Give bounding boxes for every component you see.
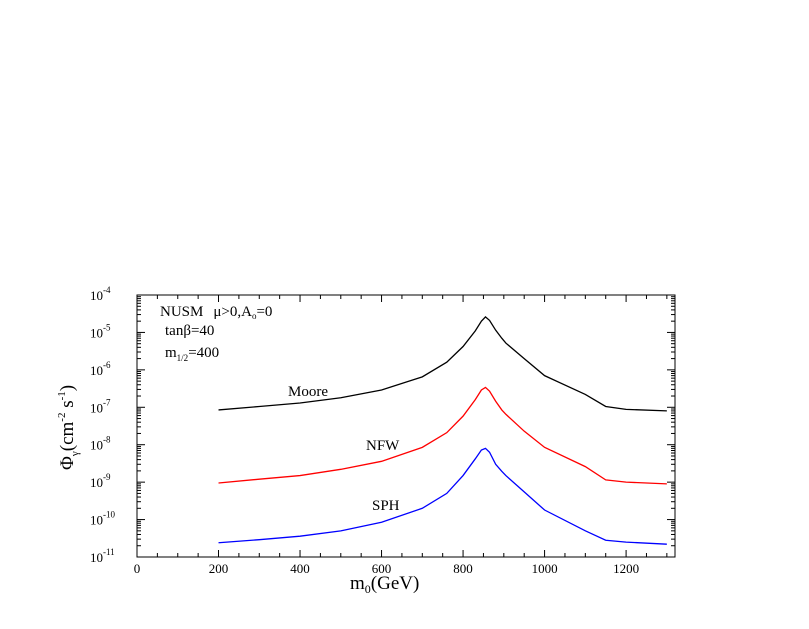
x-tick-label: 600: [372, 561, 392, 576]
x-tick-label: 1200: [613, 561, 639, 576]
x-tick-label: 1000: [532, 561, 558, 576]
series-line-nfw: [218, 386, 667, 485]
x-tick-label: 200: [209, 561, 229, 576]
series-line-sph: [218, 447, 667, 545]
y-tick-label: 10-4: [90, 285, 111, 303]
y-tick-label: 10-7: [90, 397, 111, 415]
y-tick-label: 10-9: [90, 472, 111, 490]
y-tick-label: 10-11: [90, 547, 115, 565]
axis-ticks: [136, 294, 675, 558]
series-label-moore: Moore: [288, 384, 328, 400]
x-tick-label: 0: [134, 561, 141, 576]
y-tick-labels: 10-11 10-10 10-9 10-8 10-7 10-6 10-5 10-4: [90, 285, 115, 565]
annotation-model-conditions: NUSM μ>0,Ao=0: [160, 304, 272, 321]
series-label-nfw: NFW: [366, 438, 400, 454]
y-tick-label: 10-8: [90, 435, 111, 453]
plot-frame: [136, 294, 676, 558]
x-axis-title: m0(GeV): [350, 573, 419, 596]
series-line-moore: [218, 316, 667, 412]
annotation-tanbeta: tanβ=40: [165, 323, 214, 339]
x-tick-labels: 0 200 400 600 800 1000 1200: [134, 561, 639, 576]
y-tick-label: 10-5: [90, 322, 111, 340]
y-tick-label: 10-6: [90, 360, 111, 378]
series-label-sph: SPH: [372, 498, 400, 514]
y-axis-title: Φγ(cm-2 s-1): [56, 385, 81, 470]
series-lines: [218, 316, 667, 545]
annotation-m-half: m1/2=400: [165, 345, 219, 363]
x-tick-label: 400: [290, 561, 310, 576]
y-tick-label: 10-10: [90, 510, 115, 528]
x-tick-label: 800: [453, 561, 473, 576]
